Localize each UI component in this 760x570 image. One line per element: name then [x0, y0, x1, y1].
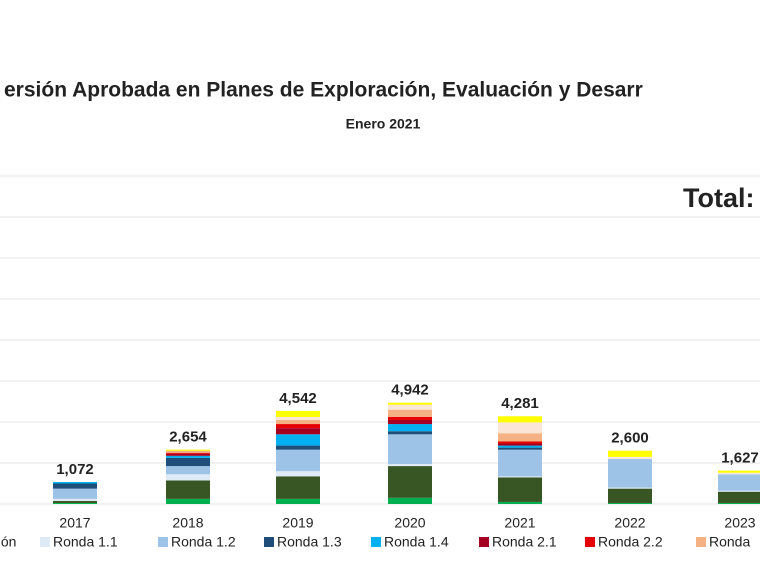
bar-segment — [276, 419, 320, 425]
legend-swatch — [264, 537, 274, 547]
bar-segment — [388, 404, 432, 410]
x-tick-label: 2021 — [504, 515, 535, 531]
bar-segment — [608, 456, 652, 459]
bar-segment — [166, 474, 210, 481]
bar-segment — [388, 497, 432, 504]
total-label: 2,654 — [169, 429, 207, 446]
legend-label: Ronda — [709, 534, 750, 550]
bar-segment — [498, 477, 542, 502]
total-label: 4,281 — [501, 395, 539, 412]
legend-swatch — [371, 537, 381, 547]
legend-swatch — [40, 537, 50, 547]
bar-segment — [276, 424, 320, 429]
bar-segment — [53, 482, 97, 484]
bar-segment — [166, 466, 210, 475]
bar-segment — [498, 447, 542, 450]
bar-segment — [608, 502, 652, 504]
legend-swatch — [696, 537, 706, 547]
bar-segment — [53, 483, 97, 489]
bar-segment — [718, 502, 760, 504]
bar-segment — [166, 455, 210, 458]
legend-label: Ronda 2.1 — [492, 534, 557, 550]
bar-segment — [388, 466, 432, 498]
bar-segment — [718, 472, 760, 475]
legend-label: Ronda 2.2 — [598, 534, 663, 550]
bar-segment — [498, 433, 542, 442]
bar-segment — [276, 434, 320, 446]
bar-segment — [53, 488, 97, 499]
chart-subtitle: Enero 2021 — [346, 116, 421, 132]
bar-segment — [718, 490, 760, 492]
bar-segment — [276, 476, 320, 499]
legend-label: Ronda 1.3 — [277, 534, 342, 550]
legend-swatch — [158, 537, 168, 547]
bar-segment — [166, 452, 210, 454]
annotation: Total: — [683, 183, 754, 213]
bar-segment — [388, 416, 432, 420]
bar-segment — [276, 471, 320, 477]
bar-segment — [276, 445, 320, 450]
x-tick-label: 2017 — [59, 515, 90, 531]
total-label: 1,627 — [721, 450, 759, 467]
chart-title: ersión Aprobada en Planes de Exploración… — [4, 79, 643, 102]
legend-label: Ronda 1.2 — [171, 534, 236, 550]
bar-segment — [276, 449, 320, 472]
total-label: 2,600 — [611, 430, 649, 447]
x-tick-label: 2019 — [282, 515, 313, 531]
bar-segment — [498, 501, 542, 504]
total-label: 1,072 — [56, 461, 94, 478]
bar-segment — [498, 416, 542, 423]
bar-segment — [276, 417, 320, 420]
bar-segment — [388, 424, 432, 432]
x-tick-label: 2018 — [172, 515, 203, 531]
bar-segment — [718, 470, 760, 473]
bar-segment — [166, 457, 210, 467]
total-label: 4,942 — [391, 382, 429, 399]
bar-segment — [276, 428, 320, 435]
bar-segment — [388, 464, 432, 467]
legend-label: Ronda 1.4 — [384, 534, 449, 550]
bar-segment — [608, 488, 652, 503]
bar-segment — [388, 409, 432, 417]
bar-segment — [498, 441, 542, 444]
legend-swatch — [585, 537, 595, 547]
x-tick-label: 2023 — [724, 515, 755, 531]
bar-segment — [498, 476, 542, 478]
bar-segment — [498, 443, 542, 446]
x-tick-label: 2020 — [394, 515, 425, 531]
bar-segment — [276, 410, 320, 418]
bar-segment — [166, 498, 210, 504]
bar-segment — [53, 502, 97, 504]
legend-label: Ronda 1.1 — [53, 534, 118, 550]
bar-segment — [53, 500, 97, 503]
bar-segment — [388, 419, 432, 425]
bar-segment — [718, 491, 760, 503]
bar-segment — [608, 458, 652, 488]
bar-segment — [608, 487, 652, 489]
bar-segment — [388, 434, 432, 465]
total-label: 4,542 — [279, 390, 317, 407]
bar-segment — [166, 449, 210, 451]
bar-segment — [166, 480, 210, 499]
bar-segment — [388, 402, 432, 405]
bar-segment — [388, 431, 432, 435]
bar-segment — [53, 498, 97, 501]
bar-segment — [166, 450, 210, 453]
bar-segment — [166, 453, 210, 456]
bar-segment — [498, 445, 542, 448]
bar-segment — [718, 474, 760, 491]
legend-label: ación — [0, 534, 16, 550]
x-tick-label: 2022 — [614, 515, 645, 531]
bar-segment — [498, 449, 542, 477]
bar-segment — [498, 422, 542, 434]
bar-segment — [276, 498, 320, 504]
bar-segment — [608, 450, 652, 457]
legend-swatch — [479, 537, 489, 547]
